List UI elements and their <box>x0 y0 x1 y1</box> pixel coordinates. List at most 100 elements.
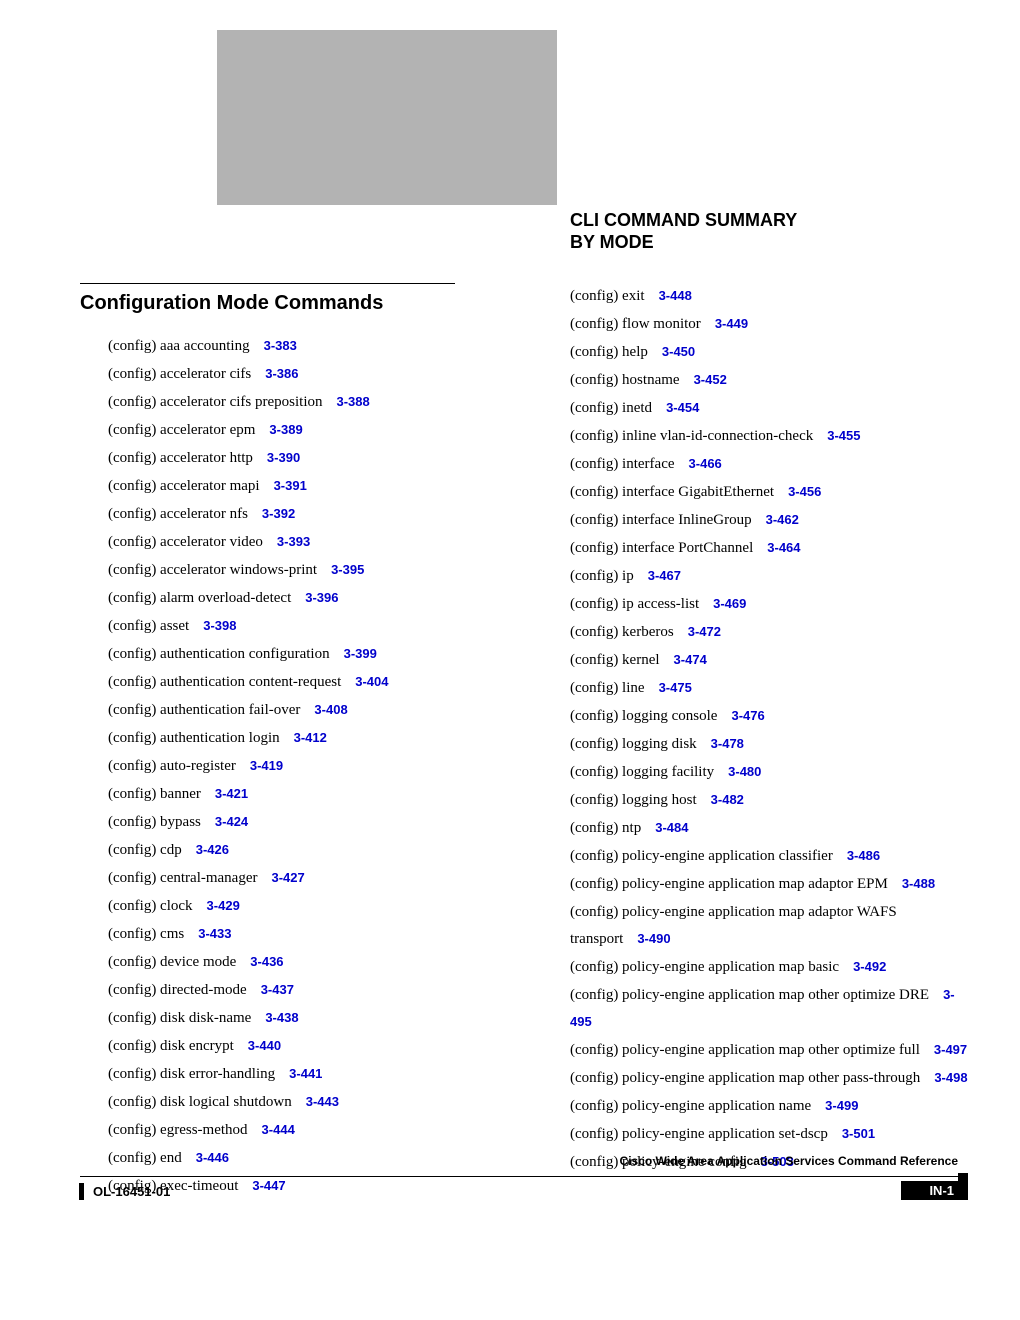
page-reference-link[interactable]: 3-396 <box>305 590 338 605</box>
page-reference-link[interactable]: 3-501 <box>842 1126 875 1141</box>
index-entry: (config) accelerator http3-390 <box>108 445 478 472</box>
page-reference-link[interactable]: 3-438 <box>265 1010 298 1025</box>
page-reference-link[interactable]: 3-499 <box>825 1098 858 1113</box>
page-reference-link[interactable]: 3-426 <box>196 842 229 857</box>
page-reference-link[interactable]: 3-455 <box>827 428 860 443</box>
page-reference-link[interactable]: 3-398 <box>203 618 236 633</box>
command-text: (config) interface GigabitEthernet <box>570 484 774 500</box>
index-entry: (config) policy-engine application map a… <box>570 871 970 898</box>
command-text: (config) logging host <box>570 792 697 808</box>
command-text: (config) accelerator epm <box>108 422 255 438</box>
page-reference-link[interactable]: 3-391 <box>274 478 307 493</box>
index-entry: (config) kerberos3-472 <box>570 619 970 646</box>
page-reference-link[interactable]: 3-443 <box>306 1094 339 1109</box>
page-reference-link[interactable]: 3-427 <box>272 870 305 885</box>
command-text: (config) disk encrypt <box>108 1038 234 1054</box>
index-entry: (config) directed-mode3-437 <box>108 977 478 1004</box>
page-reference-link[interactable]: 3-389 <box>269 422 302 437</box>
page-reference-link[interactable]: 3-390 <box>267 450 300 465</box>
command-text: (config) policy-engine application map a… <box>570 904 897 947</box>
page-reference-link[interactable]: 3-486 <box>847 848 880 863</box>
index-entry: (config) logging facility3-480 <box>570 759 970 786</box>
index-entry: (config) authentication login3-412 <box>108 725 478 752</box>
command-text: (config) logging console <box>570 708 717 724</box>
page-reference-link[interactable]: 3-429 <box>207 898 240 913</box>
page-reference-link[interactable]: 3-480 <box>728 764 761 779</box>
page-reference-link[interactable]: 3-436 <box>250 954 283 969</box>
page-reference-link[interactable]: 3-433 <box>198 926 231 941</box>
page-reference-link[interactable]: 3-447 <box>252 1178 285 1193</box>
index-entry: (config) accelerator video3-393 <box>108 529 478 556</box>
page-reference-link[interactable]: 3-446 <box>196 1150 229 1165</box>
page-reference-link[interactable]: 3-476 <box>731 708 764 723</box>
index-entry: (config) ntp3-484 <box>570 815 970 842</box>
index-entry: (config) bypass3-424 <box>108 809 478 836</box>
command-text: (config) help <box>570 344 648 360</box>
page-reference-link[interactable]: 3-469 <box>713 596 746 611</box>
index-entry: (config) policy-engine application map o… <box>570 982 970 1036</box>
title-line1: CLI COMMAND SUMMARY <box>570 210 797 232</box>
index-entry: (config) policy-engine application class… <box>570 843 970 870</box>
page-reference-link[interactable]: 3-450 <box>662 344 695 359</box>
page-reference-link[interactable]: 3-392 <box>262 506 295 521</box>
page-reference-link[interactable]: 3-399 <box>344 646 377 661</box>
page-reference-link[interactable]: 3-395 <box>331 562 364 577</box>
command-text: (config) kernel <box>570 652 660 668</box>
command-text: (config) disk disk-name <box>108 1010 251 1026</box>
index-entry: (config) inline vlan-id-connection-check… <box>570 423 970 450</box>
index-entry: (config) policy-engine application name3… <box>570 1093 970 1120</box>
page-reference-link[interactable]: 3-456 <box>788 484 821 499</box>
index-entry: (config) logging console 3-476 <box>570 703 970 730</box>
index-entry: (config) interface InlineGroup3-462 <box>570 507 970 534</box>
index-entry: (config) authentication configuration3-3… <box>108 641 478 668</box>
page-reference-link[interactable]: 3-412 <box>294 730 327 745</box>
command-text: (config) inetd <box>570 400 652 416</box>
page-reference-link[interactable]: 3-408 <box>314 702 347 717</box>
page-reference-link[interactable]: 3-386 <box>265 366 298 381</box>
command-text: (config) end <box>108 1150 182 1166</box>
page-reference-link[interactable]: 3-421 <box>215 786 248 801</box>
command-text: (config) authentication content-request <box>108 674 341 690</box>
page-reference-link[interactable]: 3-448 <box>659 288 692 303</box>
section-heading: Configuration Mode Commands <box>80 292 455 315</box>
page-reference-link[interactable]: 3-482 <box>711 792 744 807</box>
page-reference-link[interactable]: 3-424 <box>215 814 248 829</box>
page-reference-link[interactable]: 3-437 <box>261 982 294 997</box>
page-reference-link[interactable]: 3-440 <box>248 1038 281 1053</box>
index-entry: (config) disk logical shutdown3-443 <box>108 1089 478 1116</box>
page-reference-link[interactable]: 3-488 <box>902 876 935 891</box>
command-text: (config) policy-engine application map a… <box>570 876 888 892</box>
page-reference-link[interactable]: 3-454 <box>666 400 699 415</box>
page-reference-link[interactable]: 3-388 <box>336 394 369 409</box>
footer-rule <box>80 1176 968 1177</box>
page-reference-link[interactable]: 3-467 <box>648 568 681 583</box>
page-reference-link[interactable]: 3-484 <box>655 820 688 835</box>
page-reference-link[interactable]: 3-449 <box>715 316 748 331</box>
command-text: (config) banner <box>108 786 201 802</box>
page-reference-link[interactable]: 3-466 <box>689 456 722 471</box>
command-text: (config) accelerator cifs preposition <box>108 394 322 410</box>
page-reference-link[interactable]: 3-441 <box>289 1066 322 1081</box>
page-reference-link[interactable]: 3-444 <box>262 1122 295 1137</box>
index-entry: (config) ip access-list3-469 <box>570 591 970 618</box>
command-text: (config) clock <box>108 898 193 914</box>
page-reference-link[interactable]: 3-464 <box>767 540 800 555</box>
footer-page-number: IN-1 <box>901 1181 968 1200</box>
command-text: (config) policy-engine application map o… <box>570 987 929 1003</box>
page-reference-link[interactable]: 3-383 <box>264 338 297 353</box>
page-reference-link[interactable]: 3-404 <box>355 674 388 689</box>
page-reference-link[interactable]: 3-462 <box>766 512 799 527</box>
page-reference-link[interactable]: 3-393 <box>277 534 310 549</box>
page-reference-link[interactable]: 3-490 <box>637 931 670 946</box>
page-reference-link[interactable]: 3-474 <box>674 652 707 667</box>
page-reference-link[interactable]: 3-478 <box>711 736 744 751</box>
page-reference-link[interactable]: 3-492 <box>853 959 886 974</box>
page-reference-link[interactable]: 3-419 <box>250 758 283 773</box>
page-reference-link[interactable]: 3-498 <box>934 1070 967 1085</box>
page-reference-link[interactable]: 3-497 <box>934 1042 967 1057</box>
index-entry: (config) line3-475 <box>570 675 970 702</box>
page-reference-link[interactable]: 3-452 <box>694 372 727 387</box>
page-reference-link[interactable]: 3-475 <box>659 680 692 695</box>
page-reference-link[interactable]: 3-472 <box>688 624 721 639</box>
index-entry: (config) cdp3-426 <box>108 837 478 864</box>
